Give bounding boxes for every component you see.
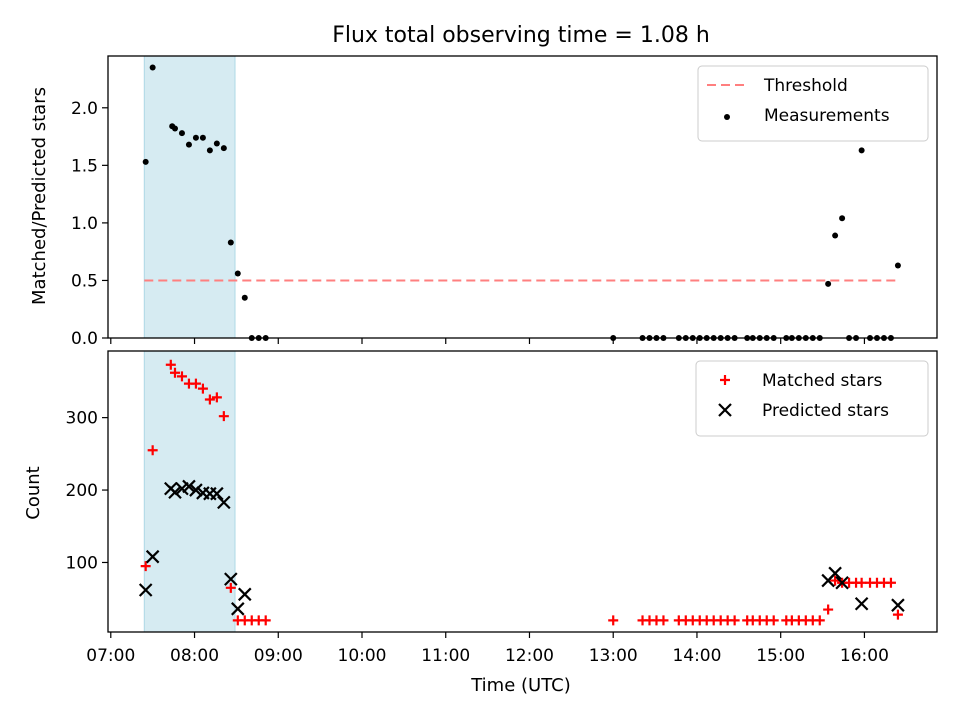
data-point — [218, 411, 229, 422]
axes-frame — [107, 55, 938, 339]
legend-box — [695, 360, 929, 437]
y-tick-label: 100 — [66, 553, 98, 573]
data-point — [140, 561, 151, 572]
data-point — [234, 270, 241, 277]
series-predicted-stars — [138, 479, 905, 616]
data-point — [729, 615, 740, 626]
top-y-axis-label: Matched/Predicted stars — [29, 87, 50, 305]
data-point — [145, 549, 160, 564]
x-tick-label: 15:00 — [756, 646, 805, 666]
data-point — [165, 359, 176, 370]
data-point — [231, 602, 245, 616]
legend-box — [697, 65, 929, 142]
legend-label: Measurements — [764, 106, 890, 126]
data-point — [171, 125, 178, 132]
data-point — [211, 392, 222, 403]
shaded-span — [143, 350, 236, 633]
data-point — [858, 147, 865, 154]
data-point — [142, 158, 149, 165]
data-point — [891, 598, 905, 612]
data-point — [149, 64, 156, 71]
data-point — [885, 577, 896, 588]
bottom-y-axis-label: Count — [23, 466, 44, 519]
y-tick-label: 0.5 — [71, 271, 98, 291]
data-point — [828, 566, 842, 581]
data-point — [176, 371, 187, 382]
data-point — [169, 367, 180, 378]
legend-measurements-swatch — [724, 114, 730, 120]
y-tick-label: 0.0 — [71, 329, 98, 349]
legend-label: Threshold — [763, 76, 848, 96]
data-point — [178, 130, 185, 137]
legend-label: Matched stars — [762, 371, 882, 391]
data-point — [768, 615, 779, 626]
shaded-span — [143, 55, 236, 339]
legend: Threshold Measurements — [697, 65, 929, 142]
data-point — [835, 575, 849, 590]
data-point — [210, 486, 224, 501]
series-measurements — [142, 64, 901, 341]
data-point — [856, 577, 867, 588]
data-point — [204, 394, 215, 405]
x-tick-label: 09:00 — [254, 646, 303, 666]
data-point — [658, 615, 669, 626]
data-point — [189, 483, 203, 497]
data-point — [213, 140, 220, 147]
data-point — [147, 445, 158, 456]
data-point — [823, 604, 834, 615]
data-point — [138, 583, 153, 597]
data-point — [197, 383, 208, 394]
data-point — [839, 215, 846, 222]
legend-predicted-swatch — [718, 403, 732, 417]
y-tick-label: 1.0 — [71, 214, 98, 234]
data-point — [192, 134, 199, 141]
data-point — [825, 280, 832, 287]
data-point — [241, 294, 248, 301]
data-point — [260, 615, 271, 626]
data-point — [190, 378, 201, 389]
data-point — [185, 141, 192, 148]
x-axis-label: Time (UTC) — [470, 675, 571, 696]
y-tick-label: 2.0 — [71, 99, 98, 119]
top-chart-title: Flux total observing time = 1.08 h — [332, 23, 710, 48]
y-tick-label: 200 — [66, 481, 98, 501]
data-point — [206, 147, 213, 154]
data-point — [608, 615, 619, 626]
legend-matched-swatch — [720, 375, 730, 385]
y-tick-label: 300 — [66, 409, 98, 429]
axes-frame — [107, 350, 938, 633]
x-tick-label: 10:00 — [338, 646, 387, 666]
data-point — [227, 239, 234, 246]
x-tick-label: 07:00 — [86, 646, 135, 666]
x-tick-label: 13:00 — [589, 646, 638, 666]
data-point — [854, 596, 869, 611]
top-plot-area: 0.0 0.5 1.0 1.5 2.0 Threshold Measurements — [71, 55, 938, 349]
x-tick-label: 12:00 — [505, 646, 554, 666]
legend: Matched stars Predicted stars — [695, 360, 929, 437]
y-tick-label: 1.5 — [71, 156, 98, 176]
bottom-plot-area: 100 200 300 07:00 08:00 09:00 10:00 11:00 12:00 1… — [66, 350, 938, 666]
data-point — [224, 572, 238, 586]
data-point — [892, 609, 903, 620]
data-point — [814, 615, 825, 626]
data-point — [168, 485, 182, 500]
data-point — [832, 232, 839, 239]
data-point — [237, 587, 252, 602]
x-tick-label: 16:00 — [840, 646, 889, 666]
data-point — [217, 495, 231, 510]
data-point — [225, 582, 236, 593]
x-tick-label: 11:00 — [421, 646, 470, 666]
data-point — [199, 134, 206, 141]
legend-label: Predicted stars — [762, 401, 889, 421]
x-tick-label: 08:00 — [170, 646, 219, 666]
data-point — [182, 479, 196, 494]
x-tick-label: 14:00 — [672, 646, 721, 666]
data-point — [220, 145, 227, 152]
data-point — [894, 262, 901, 269]
